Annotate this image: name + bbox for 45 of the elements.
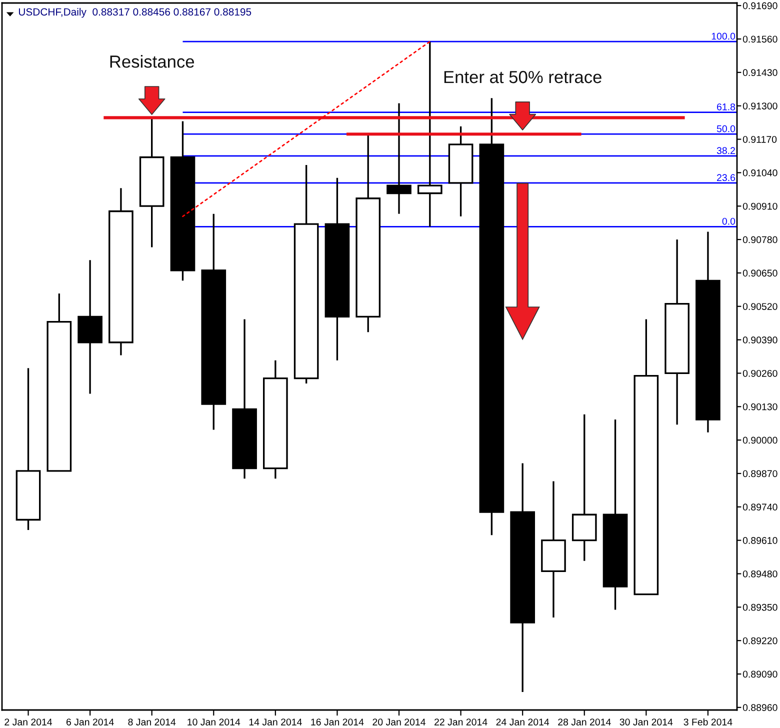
chart-title: USDCHF,Daily 0.88317 0.88456 0.88167 0.88195 <box>18 8 252 18</box>
y-tick-label: 0.89480 <box>742 570 778 578</box>
annotation: 61.8 <box>717 103 736 110</box>
y-tick-label: 0.90390 <box>742 336 778 344</box>
x-tick-label: 24 Jan 2014 <box>496 718 550 726</box>
y-tick-label: 0.91430 <box>742 69 778 76</box>
y-tick-label: 0.89220 <box>742 637 778 644</box>
y-tick-label: 0.91690 <box>742 2 778 10</box>
x-tick-label: 28 Jan 2014 <box>558 718 611 726</box>
y-tick-label: 0.91300 <box>742 102 778 110</box>
x-tick-label: 14 Jan 2014 <box>249 718 302 726</box>
x-tick-label: 3 Feb 2014 <box>684 718 732 726</box>
annotation: 23.6 <box>717 174 736 182</box>
y-tick-label: 0.90260 <box>742 370 778 377</box>
y-tick-label: 0.91040 <box>742 169 778 176</box>
y-tick-label: 0.89610 <box>742 537 778 544</box>
y-tick-label: 0.89740 <box>742 504 778 511</box>
x-tick-label: 2 Jan 2014 <box>4 718 52 726</box>
y-tick-label: 0.90650 <box>742 270 778 277</box>
y-tick-label: 0.89090 <box>742 670 778 678</box>
annotation: 50.0 <box>716 125 736 132</box>
x-tick-label: 8 Jan 2014 <box>128 718 176 726</box>
y-tick-label: 0.89870 <box>742 470 778 478</box>
y-tick-label: 0.91560 <box>742 36 778 43</box>
y-tick-label: 0.88960 <box>742 704 778 712</box>
annotation: 38.2 <box>716 147 735 154</box>
candlestick <box>386 102 412 215</box>
y-tick-label: 0.90130 <box>742 403 778 410</box>
y-tick-label: 0.90780 <box>742 236 778 244</box>
y-tick-label: 0.90910 <box>742 202 778 210</box>
annotation: 100.0 <box>712 32 736 40</box>
x-tick-label: 30 Jan 2014 <box>620 718 673 726</box>
annotation: Resistance <box>110 55 194 68</box>
x-tick-label: 22 Jan 2014 <box>434 718 488 726</box>
y-tick-label: 0.91170 <box>742 136 777 143</box>
x-tick-label: 16 Jan 2014 <box>311 718 364 726</box>
y-tick-label: 0.89350 <box>742 604 778 611</box>
annotation: Enter at 50% retrace <box>444 70 602 84</box>
x-tick-label: 10 Jan 2014 <box>188 718 240 726</box>
candlestick <box>417 40 442 228</box>
annotation: 0.0 <box>722 218 736 225</box>
x-tick-label: 20 Jan 2014 <box>372 718 426 726</box>
y-tick-label: 0.90520 <box>742 303 778 310</box>
x-tick-label: 6 Jan 2014 <box>66 718 114 726</box>
y-tick-label: 0.90000 <box>742 436 778 444</box>
